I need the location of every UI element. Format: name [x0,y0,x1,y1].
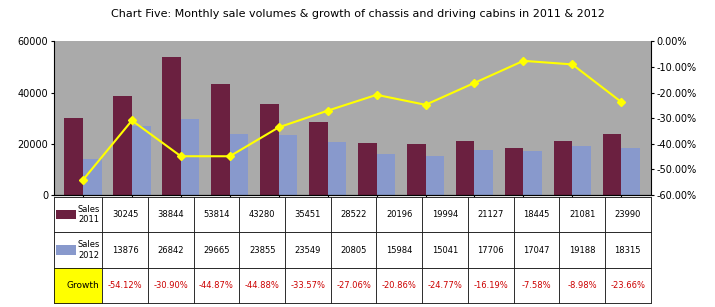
Bar [211,84,230,195]
Bar [621,148,640,195]
Bar [358,143,377,195]
Text: -54.12%: -54.12% [108,281,142,290]
Bar [83,159,102,195]
Bar [603,134,621,195]
Text: 23855: 23855 [249,246,275,255]
Text: -8.98%: -8.98% [567,281,597,290]
Bar [475,150,493,195]
Bar [407,144,425,195]
Bar [279,135,297,195]
Bar [162,57,181,195]
Text: 43280: 43280 [249,210,275,219]
Text: -16.19%: -16.19% [473,281,508,290]
Text: 15041: 15041 [432,246,458,255]
Text: 23990: 23990 [615,210,641,219]
Text: Growth: Growth [66,281,99,290]
Text: 35451: 35451 [295,210,321,219]
Text: 38844: 38844 [157,210,184,219]
Text: 18445: 18445 [523,210,550,219]
Text: -30.90%: -30.90% [154,281,188,290]
Text: 23549: 23549 [295,246,321,255]
Text: 17706: 17706 [478,246,504,255]
Text: -24.77%: -24.77% [428,281,463,290]
Text: 20196: 20196 [386,210,413,219]
Bar [327,142,346,195]
Bar [377,154,395,195]
Text: 21127: 21127 [478,210,504,219]
Text: -33.57%: -33.57% [290,281,325,290]
Text: 53814: 53814 [203,210,230,219]
Bar [505,148,523,195]
Text: 18315: 18315 [615,246,641,255]
Bar [260,104,279,195]
Bar [64,118,83,195]
Bar [132,126,151,195]
Text: 13876: 13876 [112,246,139,255]
Text: 15984: 15984 [386,246,413,255]
Bar [309,122,327,195]
Text: Sales
2012: Sales 2012 [78,240,100,260]
Bar [114,95,132,195]
Text: 19188: 19188 [569,246,596,255]
Bar [456,141,475,195]
Bar [230,134,248,195]
Text: -27.06%: -27.06% [336,281,371,290]
Text: Sales
2011: Sales 2011 [78,205,100,224]
Text: Chart Five: Monthly sale volumes & growth of chassis and driving cabins in 2011 : Chart Five: Monthly sale volumes & growt… [111,9,604,19]
Text: 28522: 28522 [340,210,367,219]
Text: 30245: 30245 [112,210,138,219]
Text: -20.86%: -20.86% [382,281,417,290]
Text: 29665: 29665 [203,246,230,255]
Text: 19994: 19994 [432,210,458,219]
Text: -44.87%: -44.87% [199,281,234,290]
Text: 17047: 17047 [523,246,550,255]
Text: -23.66%: -23.66% [611,281,646,290]
Bar [181,119,199,195]
Bar [425,157,444,195]
Bar [523,151,542,195]
Text: -7.58%: -7.58% [521,281,551,290]
Text: 26842: 26842 [157,246,184,255]
Text: 21081: 21081 [569,210,596,219]
Text: 20805: 20805 [340,246,367,255]
Bar [572,146,591,195]
Bar [553,141,572,195]
Text: -44.88%: -44.88% [245,281,280,290]
Text: ◆: ◆ [56,281,63,290]
